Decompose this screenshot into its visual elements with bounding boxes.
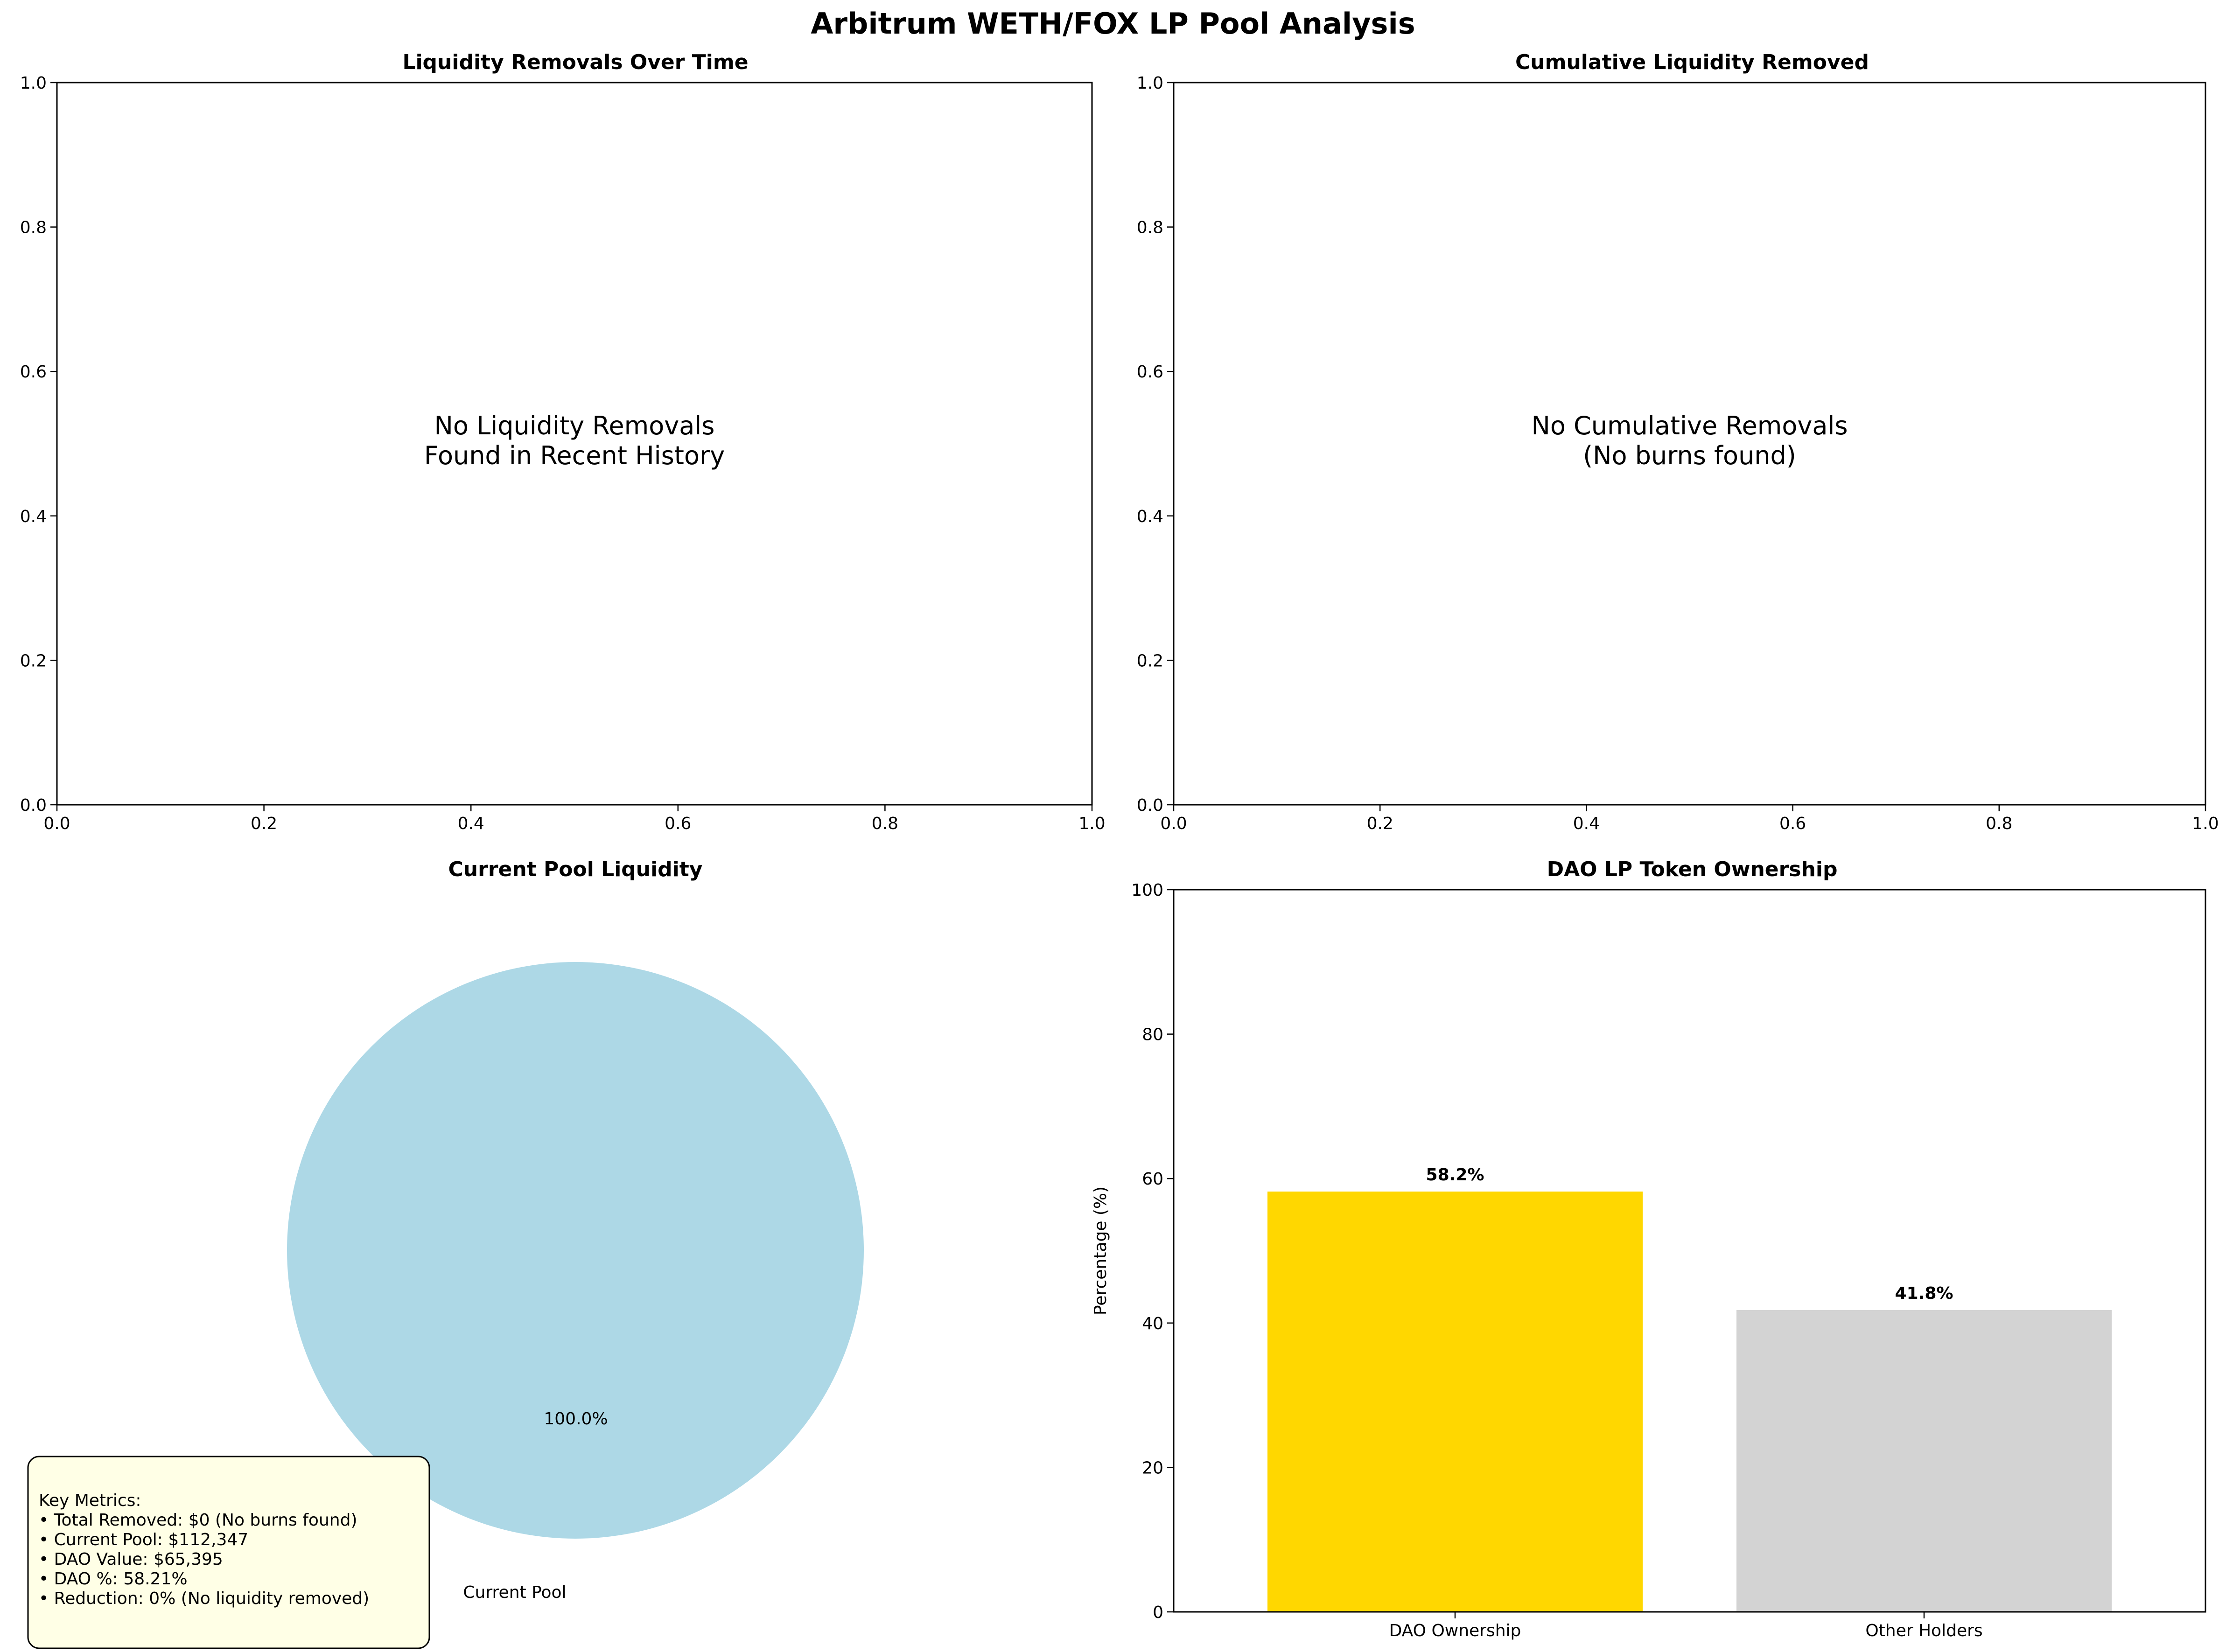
plot-frame xyxy=(1173,889,2206,1613)
y-tick-label: 1.0 xyxy=(1137,74,1163,93)
chart-title: Liquidity Removals Over Time xyxy=(402,50,748,74)
plot-frame xyxy=(1173,82,2206,806)
bar-value-label: 58.2% xyxy=(1426,1165,1484,1185)
x-tick-label: Other Holders xyxy=(1865,1621,1982,1640)
y-tick-label: 80 xyxy=(1142,1025,1163,1045)
y-tick-label: 0.2 xyxy=(20,651,47,670)
x-tick-label: 1.0 xyxy=(2192,814,2219,833)
y-tick-label: 0.6 xyxy=(1137,362,1163,382)
y-tick-label: 0.8 xyxy=(1137,218,1163,237)
key-metrics-background xyxy=(27,1456,430,1649)
x-tick-label: 0.4 xyxy=(1573,814,1600,833)
y-axis-label: Percentage (%) xyxy=(1091,1186,1110,1315)
bar xyxy=(1267,1192,1643,1612)
bar-value-label: 41.8% xyxy=(1895,1284,1953,1303)
current-pool-pie-chart: Current Pool Liquidity 100.0% Current Poo… xyxy=(287,857,864,1602)
x-tick-label: 0.2 xyxy=(251,814,277,833)
y-tick-label: 0.2 xyxy=(1137,651,1163,670)
empty-state-message: Found in Recent History xyxy=(424,441,725,470)
chart-title: DAO LP Token Ownership xyxy=(1547,857,1838,881)
y-tick-label: 0.0 xyxy=(20,796,47,815)
key-metric-line: • DAO Value: $65,395 xyxy=(39,1550,223,1569)
x-tick-label: 0.2 xyxy=(1367,814,1393,833)
x-tick-label: 0.0 xyxy=(1160,814,1187,833)
chart-title: Cumulative Liquidity Removed xyxy=(1515,50,1869,74)
y-tick-label: 40 xyxy=(1142,1314,1163,1333)
x-tick-label: 0.8 xyxy=(1986,814,2012,833)
y-tick-label: 1.0 xyxy=(20,74,47,93)
y-tick-label: 20 xyxy=(1142,1458,1163,1478)
figure-title: Arbitrum WETH/FOX LP Pool Analysis xyxy=(811,7,1415,41)
key-metric-line: • DAO %: 58.21% xyxy=(39,1569,188,1589)
dao-ownership-bar-chart: DAO LP Token Ownership 58.2% DAO Ownershi… xyxy=(1091,857,2206,1640)
key-metrics-heading: Key Metrics: xyxy=(39,1491,141,1510)
plot-frame xyxy=(56,82,1093,806)
empty-state-message: (No burns found) xyxy=(1583,441,1796,470)
y-tick-label: 0.8 xyxy=(20,218,47,237)
x-tick-label: 0.8 xyxy=(872,814,898,833)
pie-percent-label: 100.0% xyxy=(544,1409,608,1429)
x-tick-label: 1.0 xyxy=(1078,814,1105,833)
empty-state-message: No Cumulative Removals xyxy=(1531,411,1848,440)
y-tick-label: 100 xyxy=(1131,881,1163,900)
pie-slice xyxy=(287,962,864,1539)
y-tick-label: 0.0 xyxy=(1137,796,1163,815)
x-tick-label: DAO Ownership xyxy=(1389,1621,1521,1640)
y-tick-label: 60 xyxy=(1142,1170,1163,1189)
x-tick-label: 0.6 xyxy=(665,814,691,833)
y-tick-label: 0 xyxy=(1153,1603,1163,1622)
liquidity-removals-chart: Liquidity Removals Over Time 0.0 0.2 0.4 0.… xyxy=(20,50,1106,833)
key-metric-line: • Total Removed: $0 (No burns found) xyxy=(39,1511,357,1530)
key-metrics-box: Key Metrics:• Total Removed: $0 (No burn… xyxy=(27,1456,430,1649)
chart-title: Current Pool Liquidity xyxy=(448,857,703,881)
y-tick-label: 0.6 xyxy=(20,362,47,382)
x-tick-label: 0.0 xyxy=(43,814,70,833)
y-tick-label: 0.4 xyxy=(1137,507,1163,526)
x-tick-label: 0.4 xyxy=(458,814,484,833)
pie-slice-label: Current Pool xyxy=(463,1583,566,1602)
y-tick-label: 0.4 xyxy=(20,507,47,526)
empty-state-message: No Liquidity Removals xyxy=(434,411,715,440)
key-metric-line: • Reduction: 0% (No liquidity removed) xyxy=(39,1589,369,1608)
key-metric-line: • Current Pool: $112,347 xyxy=(39,1530,248,1549)
bar xyxy=(1736,1310,2112,1612)
cumulative-removed-chart: Cumulative Liquidity Removed 0.0 0.2 0.4 0.… xyxy=(1137,50,2219,833)
x-tick-label: 0.6 xyxy=(1779,814,1806,833)
